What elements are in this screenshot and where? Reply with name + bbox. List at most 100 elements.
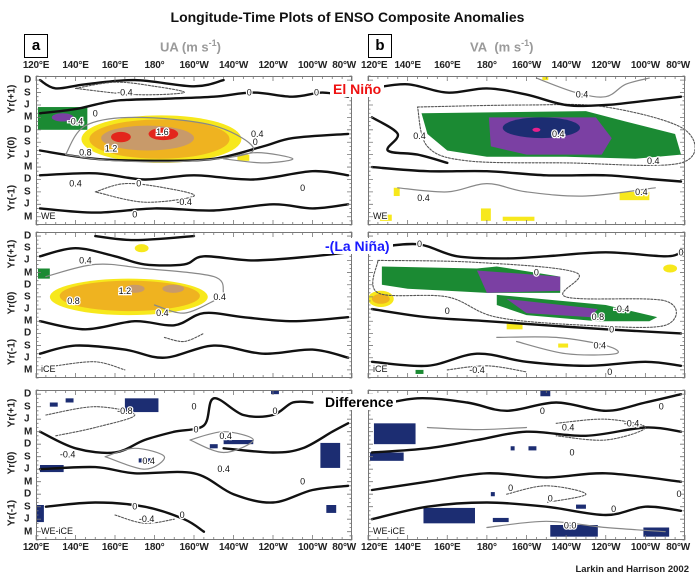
shaded-region-navy [124,398,159,413]
shaded-region-navy [492,517,509,523]
contour-zero [38,78,225,90]
shaded-region-navy [576,504,586,509]
contour-zero [38,397,314,455]
contour-zero [38,247,350,267]
year-axis-label: Yr(-1) [6,499,18,526]
contour-zero [370,426,683,454]
contour-label: 0 [300,477,305,487]
contour-label: -0.4 [117,88,133,98]
month-tick-label: D [24,124,32,136]
x-tick-label: 80°W [332,60,356,71]
x-tick-label: 120°W [591,542,621,553]
month-tick-label: S [24,242,31,254]
shaded-region-navy [540,390,551,397]
contour-label: 0 [247,88,252,98]
contour-zero [370,352,683,368]
shaded-region-green [415,369,424,374]
row-label-el-nino: El Niño [330,81,385,97]
year-axis-label: Yr(-1) [6,338,18,365]
shaded-region-yellow [393,187,400,197]
panel-a-variable-label: UA (m s-1) [160,38,221,54]
contour-label: 0.4 [142,456,155,466]
shaded-region-red [111,131,131,143]
contour-label: -0.4 [60,450,76,460]
contour-neg [114,514,175,524]
shaded-region-green [37,268,50,279]
contour-label: -0.8 [117,406,133,416]
contour-neg [94,182,195,203]
shaded-region-red [148,127,179,141]
x-tick-label: 140°W [218,542,249,553]
year-axis-label: Yr(0) [6,137,18,160]
shaded-region-navy [502,117,580,139]
shaded-region-navy [65,398,74,403]
x-tick-label: 80°W [332,542,356,553]
contour-label: -0.4 [469,365,485,375]
shaded-region-navy [490,492,495,497]
contour-label: 0 [679,247,684,257]
shaded-region-navy [528,446,537,451]
case-label: WE-iCE [373,526,405,536]
contour-pos [45,263,225,294]
month-tick-label: M [24,526,33,538]
contour-label: 0 [508,483,513,493]
x-tick-label: 120°E [361,60,388,71]
contour-neg [416,103,695,166]
month-tick-label: S [24,501,31,513]
contour-label: 1.2 [105,143,118,153]
contour-label: 0 [659,402,664,412]
case-label: WE [373,211,388,221]
month-tick-label: S [24,451,31,463]
contour-label: 0.4 [635,187,648,197]
axis-ticks [367,389,686,541]
contour-label: 0 [132,502,137,512]
contour-label: 0.0 [564,520,577,530]
contour-label: 0.8 [592,312,605,322]
shaded-region-navy [49,402,58,407]
x-tick-label: 140°W [551,60,581,71]
month-tick-label: J [24,463,30,475]
x-tick-label: 100°W [630,60,660,71]
shaded-region-tan [124,284,145,293]
shaded-region-navy [369,452,404,461]
month-tick-label: S [24,136,31,148]
x-tick-label: 100°W [297,60,328,71]
contour-label: 0 [180,510,185,520]
contour-label: 0.4 [217,464,230,474]
month-tick-label: S [24,291,31,303]
month-tick-label: J [24,303,30,315]
month-tick-label: S [24,186,31,198]
x-tick-label: 120°E [361,542,388,553]
plot-ua-lanina: 0.4 1.2 0.8 0.4 0.4 iCE [35,231,353,379]
shaded-region-orange [371,294,390,304]
contour-neg [372,259,677,328]
x-tick-label: 180° [144,542,165,553]
panel-b-units-exp: -1 [521,38,530,48]
contour-zero [370,83,683,108]
contour-neg [45,406,136,437]
plot-va-difference: 0 0 -0.4 0.4 0 0 0 0 0 0.0 WE-iCE [367,389,686,541]
contour-label: 0 [540,406,545,416]
panel-b-variable-label: VA (m s-1) [470,38,533,54]
x-tick-label: 160°W [179,542,209,553]
contour-label: 0 [132,210,137,220]
month-tick-label: D [24,327,32,339]
shaded-region-yellow [502,216,535,221]
month-tick-label: J [24,198,30,210]
contour-label: 0.4 [413,131,426,141]
x-tick-label: 140°W [551,542,581,553]
contour-zero [370,242,683,260]
x-tick-label: 180° [476,60,497,71]
contour-label: -0.4 [624,418,640,428]
contour-zero [222,422,350,454]
shaded-region-navy [423,507,475,524]
plot-frame [36,390,352,540]
contour-zero [370,307,683,335]
contour-zero [370,393,683,412]
year-axis-label: Yr(0) [6,451,18,475]
x-tick-label: 180° [144,60,165,71]
year-axis-label: Yr(+1) [6,398,18,428]
contour-zero [38,344,350,359]
shaded-region-navy [510,446,515,451]
